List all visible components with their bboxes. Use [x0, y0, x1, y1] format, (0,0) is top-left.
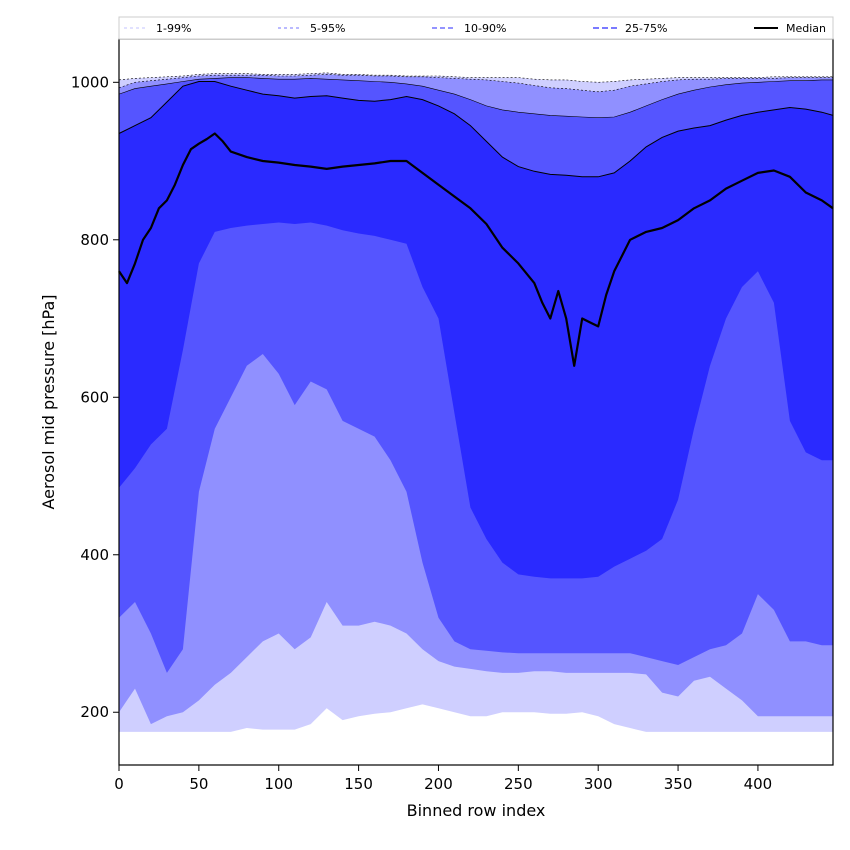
legend-label: 25-75%: [625, 22, 667, 35]
x-tick-label: 150: [344, 775, 373, 793]
percentile-bands: [119, 72, 833, 732]
x-tick-label: 200: [424, 775, 453, 793]
x-tick-label: 350: [664, 775, 693, 793]
band-upper-edge-5-95%: [118, 74, 833, 93]
band-upper-edge-1-99%: [118, 72, 833, 83]
band-25-75%: [119, 81, 833, 579]
legend-label: 1-99%: [156, 22, 191, 35]
y-tick-label: 400: [80, 546, 109, 564]
y-axis-label: Aerosol mid pressure [hPa]: [39, 294, 58, 509]
band-upper-edge-25-75%: [118, 81, 834, 178]
legend-box: [118, 16, 834, 40]
legend-label: 5-95%: [310, 22, 345, 35]
y-tick-label: 1000: [71, 73, 109, 91]
x-axis-label: Binned row index: [407, 801, 546, 820]
legend: 1-99% 5-95% 10-90% 25-75% Median: [118, 16, 834, 40]
y-tick-label: 600: [80, 388, 109, 406]
band-edge-lines: [118, 72, 834, 178]
median-line: [118, 132, 834, 367]
x-tick-label: 50: [189, 775, 208, 793]
legend-label: Median: [786, 22, 826, 35]
y-tick-label: 200: [80, 703, 109, 721]
y-tick-label: 800: [80, 231, 109, 249]
y-axis: 200 400 600 800 1000: [71, 73, 119, 721]
x-tick-label: 100: [264, 775, 293, 793]
x-tick-label: 300: [584, 775, 613, 793]
x-tick-label: 250: [504, 775, 533, 793]
x-tick-label: 0: [114, 775, 124, 793]
x-axis: 0 50 100 150 200 250 300 350 400: [114, 765, 772, 793]
x-tick-label: 400: [744, 775, 773, 793]
median-layer: [118, 132, 834, 367]
band-upper-edge-10-90%: [118, 77, 833, 119]
legend-label: 10-90%: [464, 22, 506, 35]
